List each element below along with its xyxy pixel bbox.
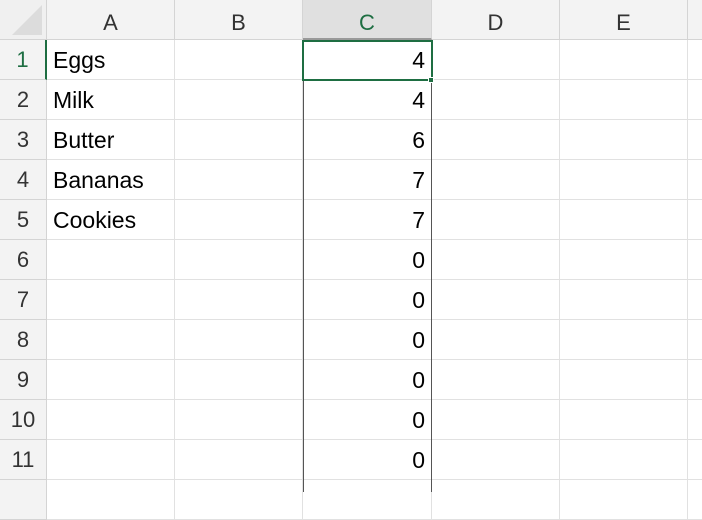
column-header-f[interactable] xyxy=(688,0,702,40)
cell[interactable] xyxy=(175,80,303,120)
fill-handle[interactable] xyxy=(428,77,434,83)
cell[interactable] xyxy=(688,240,702,280)
cell[interactable]: Bananas xyxy=(47,160,175,200)
cell[interactable] xyxy=(688,280,702,320)
cell[interactable] xyxy=(432,280,560,320)
row-header[interactable]: 4 xyxy=(0,160,47,200)
cell[interactable]: 7 xyxy=(303,200,432,240)
row-header[interactable]: 9 xyxy=(0,360,47,400)
column-header-b[interactable]: B xyxy=(175,0,303,40)
column-header-c[interactable]: C xyxy=(303,0,432,40)
column-header-e[interactable]: E xyxy=(560,0,688,40)
cell[interactable] xyxy=(432,120,560,160)
row-header[interactable] xyxy=(0,480,47,520)
cell[interactable] xyxy=(175,160,303,200)
row-header[interactable]: 8 xyxy=(0,320,47,360)
cell[interactable]: 4 xyxy=(303,80,432,120)
cell[interactable] xyxy=(560,160,688,200)
cell[interactable] xyxy=(688,120,702,160)
row-header[interactable]: 5 xyxy=(0,200,47,240)
row-header[interactable]: 11 xyxy=(0,440,47,480)
cell[interactable] xyxy=(688,360,702,400)
cell[interactable] xyxy=(175,360,303,400)
cell[interactable] xyxy=(303,480,432,520)
select-all-button[interactable] xyxy=(0,0,47,40)
cell[interactable] xyxy=(560,40,688,80)
cell[interactable] xyxy=(560,360,688,400)
cell[interactable] xyxy=(175,440,303,480)
cell[interactable]: 4 xyxy=(303,40,432,80)
cell[interactable] xyxy=(560,240,688,280)
row-header[interactable]: 2 xyxy=(0,80,47,120)
cell[interactable]: 0 xyxy=(303,440,432,480)
cell[interactable] xyxy=(688,160,702,200)
cell[interactable] xyxy=(432,40,560,80)
cell[interactable] xyxy=(688,400,702,440)
cell[interactable] xyxy=(560,120,688,160)
cell[interactable] xyxy=(432,480,560,520)
column-header-a[interactable]: A xyxy=(47,0,175,40)
cell[interactable] xyxy=(175,40,303,80)
cell[interactable]: 0 xyxy=(303,240,432,280)
cell[interactable] xyxy=(175,120,303,160)
cell[interactable]: 0 xyxy=(303,320,432,360)
cell[interactable] xyxy=(175,320,303,360)
cell[interactable] xyxy=(688,440,702,480)
cell[interactable] xyxy=(560,480,688,520)
cell[interactable] xyxy=(560,80,688,120)
cell[interactable] xyxy=(175,240,303,280)
cell[interactable] xyxy=(432,440,560,480)
cell[interactable] xyxy=(47,320,175,360)
cell[interactable] xyxy=(175,480,303,520)
cell[interactable] xyxy=(560,320,688,360)
cell[interactable] xyxy=(47,440,175,480)
cell[interactable] xyxy=(175,280,303,320)
row-header[interactable]: 3 xyxy=(0,120,47,160)
cell[interactable] xyxy=(432,160,560,200)
row-header[interactable]: 7 xyxy=(0,280,47,320)
cell[interactable] xyxy=(560,200,688,240)
cell[interactable] xyxy=(432,200,560,240)
cell[interactable] xyxy=(432,360,560,400)
cell[interactable] xyxy=(175,400,303,440)
cell[interactable]: Butter xyxy=(47,120,175,160)
cell[interactable] xyxy=(47,480,175,520)
cell[interactable] xyxy=(47,280,175,320)
cell[interactable] xyxy=(688,80,702,120)
cell[interactable] xyxy=(47,400,175,440)
cell[interactable] xyxy=(560,440,688,480)
cell[interactable] xyxy=(688,200,702,240)
cell[interactable]: Eggs xyxy=(47,40,175,80)
cell[interactable]: 7 xyxy=(303,160,432,200)
row-header[interactable]: 6 xyxy=(0,240,47,280)
cell[interactable] xyxy=(432,80,560,120)
cell[interactable]: Milk xyxy=(47,80,175,120)
row-header[interactable]: 10 xyxy=(0,400,47,440)
column-header-d[interactable]: D xyxy=(432,0,560,40)
cell[interactable] xyxy=(688,320,702,360)
cell[interactable] xyxy=(432,320,560,360)
cell[interactable] xyxy=(432,240,560,280)
cell[interactable] xyxy=(688,480,702,520)
cell[interactable] xyxy=(175,200,303,240)
cell[interactable]: Cookies xyxy=(47,200,175,240)
cell[interactable] xyxy=(688,40,702,80)
cell[interactable] xyxy=(432,400,560,440)
cell[interactable] xyxy=(560,400,688,440)
cell[interactable] xyxy=(47,240,175,280)
cell[interactable]: 0 xyxy=(303,400,432,440)
cell[interactable]: 0 xyxy=(303,280,432,320)
cell[interactable] xyxy=(560,280,688,320)
cell[interactable]: 0 xyxy=(303,360,432,400)
cell[interactable] xyxy=(47,360,175,400)
cell[interactable]: 6 xyxy=(303,120,432,160)
row-header[interactable]: 1 xyxy=(0,40,47,80)
